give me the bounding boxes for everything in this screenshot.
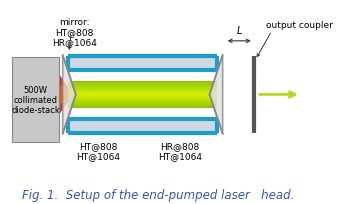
Bar — [68, 86, 217, 87]
Polygon shape — [59, 75, 68, 115]
Polygon shape — [59, 84, 68, 106]
Bar — [68, 82, 217, 83]
Bar — [68, 82, 217, 83]
Bar — [68, 94, 217, 95]
Bar — [68, 91, 217, 92]
Bar — [68, 94, 217, 95]
Bar — [68, 88, 217, 89]
Polygon shape — [63, 56, 76, 134]
Bar — [68, 92, 217, 93]
Bar — [68, 87, 217, 88]
Bar — [68, 86, 217, 87]
Bar — [68, 105, 217, 106]
Bar — [68, 95, 217, 96]
Bar — [68, 101, 217, 102]
Bar — [68, 99, 217, 100]
Bar — [68, 84, 217, 85]
Bar — [68, 98, 217, 99]
Bar — [68, 99, 217, 100]
Text: L: L — [237, 26, 242, 35]
Text: HR@808
HT@1064: HR@808 HT@1064 — [158, 141, 202, 161]
Bar — [68, 104, 217, 105]
Bar — [68, 98, 217, 99]
Bar — [68, 85, 217, 86]
Polygon shape — [209, 56, 223, 134]
Bar — [68, 89, 217, 90]
Bar — [68, 83, 217, 84]
Bar — [68, 105, 217, 106]
Bar — [68, 57, 217, 71]
Bar — [68, 107, 217, 108]
Text: mirror:
HT@808
HR@1064: mirror: HT@808 HR@1064 — [52, 18, 97, 47]
Bar — [68, 90, 217, 91]
Bar — [68, 102, 217, 103]
Bar — [68, 106, 217, 107]
Bar — [68, 87, 217, 88]
Text: 500W
collimated
diode-stack: 500W collimated diode-stack — [11, 85, 60, 115]
Text: HT@808
HT@1064: HT@808 HT@1064 — [76, 141, 120, 161]
Bar — [68, 95, 217, 96]
Bar — [68, 100, 217, 101]
Bar — [68, 96, 217, 97]
Bar — [68, 97, 217, 98]
Bar — [68, 93, 217, 94]
Text: output coupler: output coupler — [266, 21, 333, 30]
Bar — [68, 93, 217, 94]
Text: Fig. 1.  Setup of the end-pumped laser   head.: Fig. 1. Setup of the end-pumped laser he… — [22, 188, 294, 201]
Bar — [68, 100, 217, 101]
Bar — [68, 101, 217, 102]
Bar — [68, 91, 217, 92]
Bar — [68, 97, 217, 98]
Bar — [68, 92, 217, 93]
Bar — [68, 106, 217, 107]
Bar — [68, 103, 217, 104]
Bar — [12, 58, 59, 142]
Bar — [68, 119, 217, 133]
